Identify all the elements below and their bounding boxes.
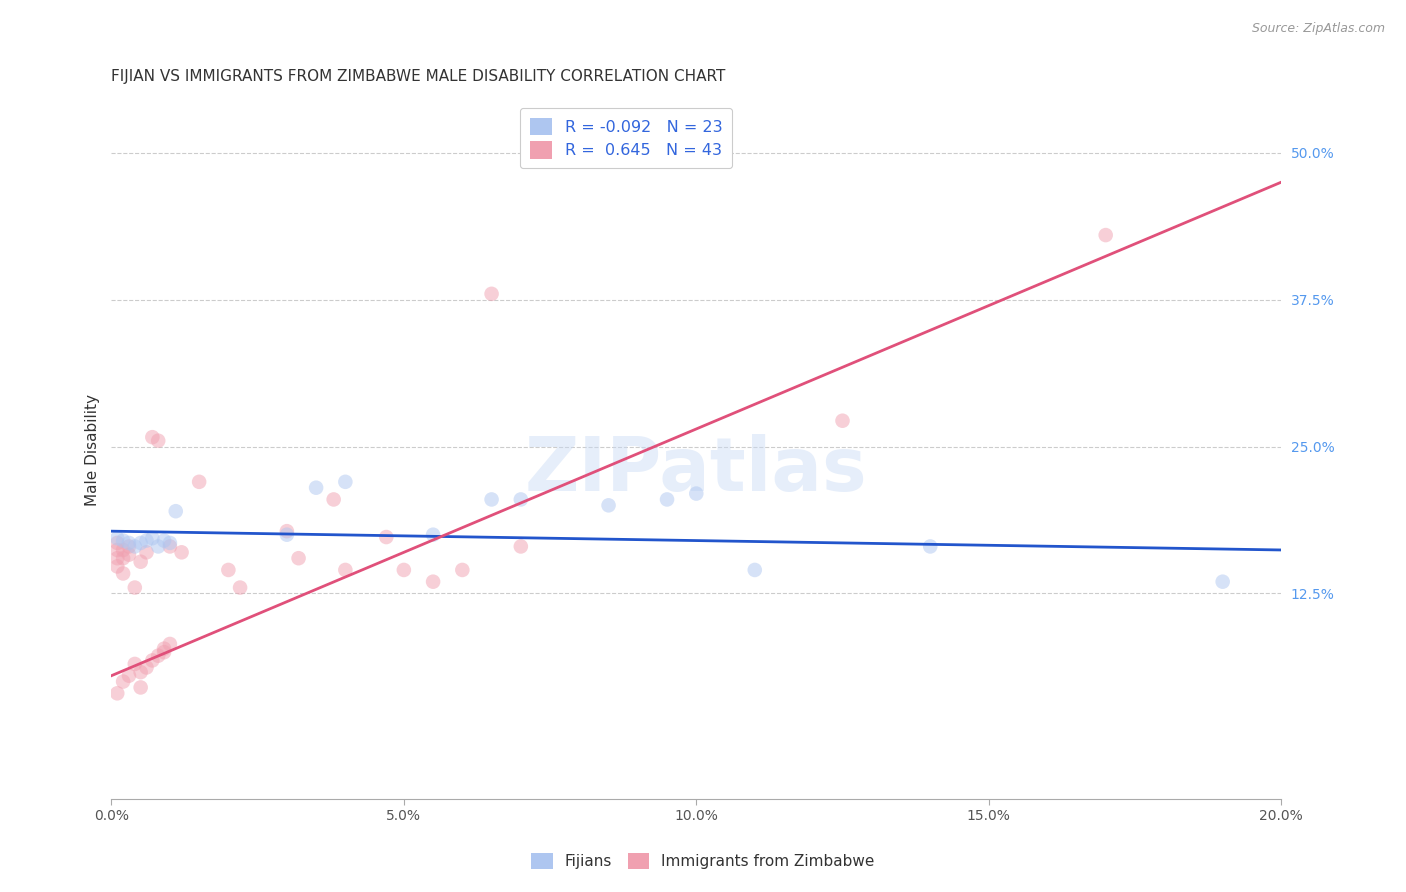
Point [598,499,620,513]
Point [135,660,157,674]
Point [920,540,942,554]
Point [105,559,128,574]
Point [148,434,170,448]
Point [141,531,163,545]
Legend: Fijians, Immigrants from Zimbabwe: Fijians, Immigrants from Zimbabwe [526,847,880,875]
Point [112,551,135,566]
Point [118,536,141,550]
Point [124,657,146,671]
Point [188,475,211,489]
Point [124,581,146,595]
Point [1212,574,1234,589]
Point [217,563,239,577]
Point [118,540,141,554]
Point [422,527,444,541]
Point [129,555,152,569]
Point [229,581,252,595]
Point [112,533,135,548]
Point [153,641,176,656]
Point [375,530,398,544]
Point [335,563,357,577]
Point [112,566,135,581]
Point [422,574,444,589]
Point [831,414,853,428]
Point [322,492,344,507]
Point [159,637,181,651]
Point [129,665,152,680]
Point [305,481,328,495]
Point [685,486,707,500]
Point [509,492,531,507]
Point [141,653,163,667]
Point [287,551,309,566]
Point [1094,228,1116,243]
Point [129,536,152,550]
Point [105,536,128,550]
Y-axis label: Male Disability: Male Disability [86,393,100,506]
Point [481,492,503,507]
Point [744,563,766,577]
Point [159,536,181,550]
Point [112,674,135,689]
Point [153,533,176,548]
Point [148,648,170,663]
Point [105,686,128,700]
Point [655,492,678,507]
Text: ZIPatlas: ZIPatlas [524,434,868,507]
Point [105,551,128,566]
Point [112,543,135,558]
Point [141,430,163,444]
Point [148,540,170,554]
Text: Source: ZipAtlas.com: Source: ZipAtlas.com [1251,22,1385,36]
Legend: R = -0.092   N = 23, R =  0.645   N = 43: R = -0.092 N = 23, R = 0.645 N = 43 [520,108,733,169]
Point [276,527,298,541]
Point [170,545,193,559]
Point [124,540,146,554]
Point [165,504,187,518]
Point [153,645,176,659]
Point [392,563,415,577]
Point [105,531,128,545]
Point [451,563,474,577]
Point [118,548,141,562]
Point [135,533,157,548]
Point [135,545,157,559]
Point [276,524,298,538]
Point [481,286,503,301]
Point [509,540,531,554]
Point [129,681,152,695]
Point [118,669,141,683]
Point [335,475,357,489]
Text: FIJIAN VS IMMIGRANTS FROM ZIMBABWE MALE DISABILITY CORRELATION CHART: FIJIAN VS IMMIGRANTS FROM ZIMBABWE MALE … [111,69,725,84]
Point [105,543,128,558]
Point [159,540,181,554]
